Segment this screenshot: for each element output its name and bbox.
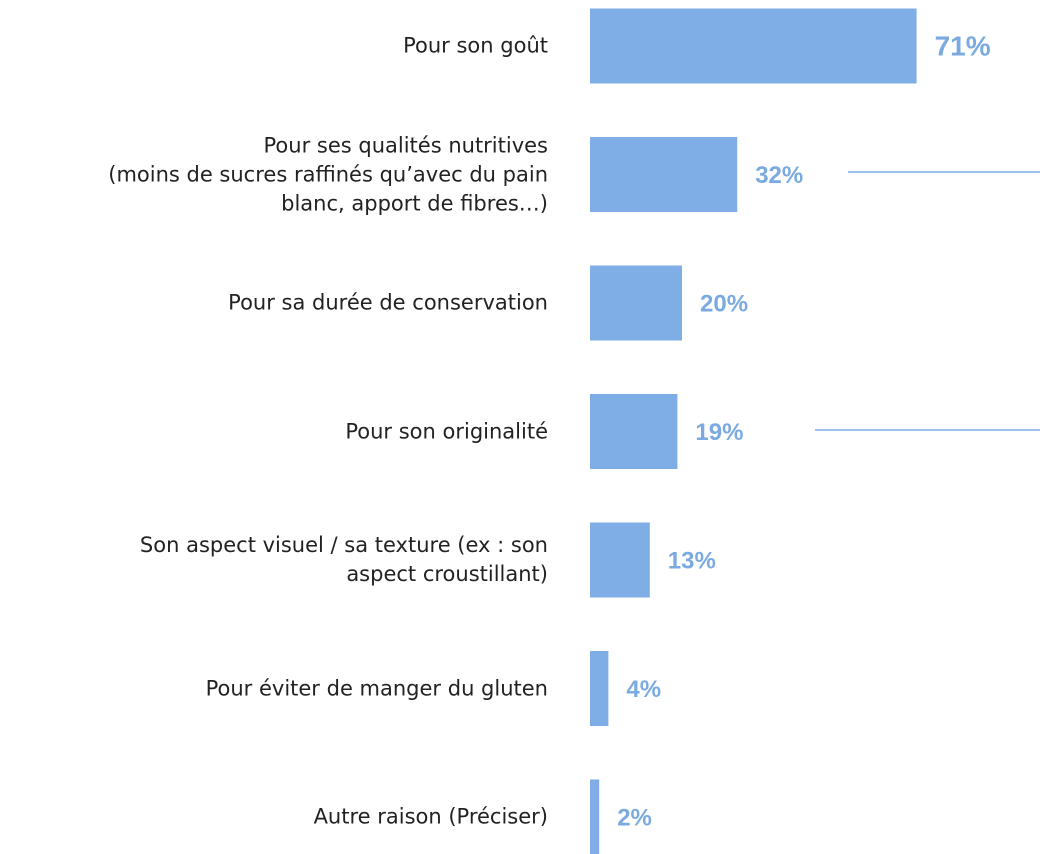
value-label: 4% <box>626 676 661 703</box>
bar <box>590 394 678 469</box>
bar <box>590 8 917 84</box>
bar <box>590 137 738 212</box>
category-label: Pour sa durée de conservation <box>228 290 548 315</box>
value-label: 13% <box>668 547 716 574</box>
value-label: 32% <box>755 162 803 189</box>
bar <box>590 651 609 726</box>
category-label: Pour son originalité <box>345 419 548 443</box>
bar <box>590 522 650 598</box>
bar <box>590 265 682 341</box>
category-label: Pour ses qualités nutritives (moins de s… <box>108 133 548 215</box>
value-label: 71% <box>935 30 991 61</box>
category-label: Pour son goût <box>403 33 548 58</box>
category-label: Autre raison (Préciser) <box>313 804 548 829</box>
category-label: Son aspect visuel / sa texture (ex : son… <box>139 533 548 586</box>
category-label: Pour éviter de manger du gluten <box>205 676 548 700</box>
bar <box>590 779 600 854</box>
value-label: 2% <box>617 804 652 831</box>
value-label: 20% <box>700 290 748 317</box>
value-label: 19% <box>695 419 743 446</box>
